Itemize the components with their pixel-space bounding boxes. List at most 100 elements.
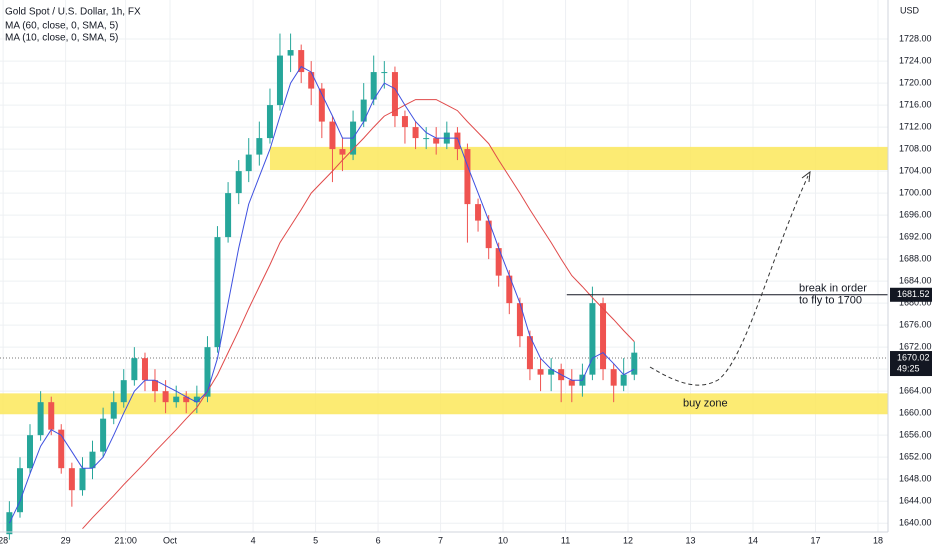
candle-body <box>256 138 263 155</box>
y-tick-label: 1640.00 <box>899 518 932 528</box>
y-tick-label: 1664.00 <box>899 386 932 396</box>
candle-body <box>464 149 471 205</box>
candle-body <box>548 369 555 375</box>
x-tick-label: 14 <box>748 535 758 545</box>
candle-body <box>151 380 158 392</box>
candle-body <box>287 50 294 56</box>
y-tick-label: 1728.00 <box>899 33 932 43</box>
y-tick-label: 1700.00 <box>899 187 932 197</box>
candle-body <box>214 237 221 348</box>
candle-body <box>173 396 180 403</box>
x-tick-label: 28 <box>0 535 8 545</box>
y-tick-label: 1704.00 <box>899 165 932 175</box>
indicator-label: MA (10, close, 0, SMA, 5) <box>5 33 118 44</box>
x-tick-label: 12 <box>623 535 633 545</box>
candle-body <box>620 374 627 386</box>
candle-body <box>401 116 408 128</box>
x-tick-label: 13 <box>686 535 696 545</box>
candle-body <box>516 303 523 337</box>
candle-body <box>610 369 617 386</box>
y-tick-label: 1684.00 <box>899 276 932 286</box>
x-tick-label: 6 <box>376 535 381 545</box>
candle-body <box>298 50 305 73</box>
candle-body <box>537 369 544 375</box>
x-tick-label: 5 <box>313 535 318 545</box>
candle-body <box>120 380 127 403</box>
candle-body <box>131 358 138 381</box>
x-tick-label: 21:00 <box>114 535 137 545</box>
x-tick-label: 10 <box>498 535 508 545</box>
candle-body <box>79 468 86 491</box>
x-tick-label: 7 <box>438 535 443 545</box>
candle-body <box>183 396 190 403</box>
candle-body <box>100 418 107 452</box>
zone <box>269 146 888 170</box>
y-tick-label: 1652.00 <box>899 452 932 462</box>
candle-body <box>339 149 346 155</box>
y-tick-label: 1676.00 <box>899 320 932 330</box>
candle-body <box>162 391 169 403</box>
y-tick-label: 1660.00 <box>899 408 932 418</box>
y-tick-label: 1672.00 <box>899 342 932 352</box>
candle-body <box>37 402 44 436</box>
zone <box>0 393 888 415</box>
x-tick-label: Oct <box>163 535 178 545</box>
candle-body <box>495 248 502 276</box>
y-tick-label: 1708.00 <box>899 143 932 153</box>
candle-body <box>68 468 75 491</box>
candle-body <box>110 402 117 419</box>
arrow-head <box>801 170 811 183</box>
candle-body <box>308 72 315 89</box>
y-tick-label: 1648.00 <box>899 474 932 484</box>
candle-body <box>433 138 440 144</box>
candle-body <box>360 99 367 122</box>
level-price-tag <box>890 287 932 302</box>
candle-body <box>6 512 13 535</box>
ma-line <box>8 65 635 524</box>
x-tick-label: 17 <box>811 535 821 545</box>
candle-body <box>225 193 232 238</box>
candle-body <box>235 171 242 194</box>
projection-arrow <box>649 175 809 386</box>
candle-body <box>370 72 377 100</box>
y-tick-label: 1716.00 <box>899 99 932 109</box>
candle-body <box>600 303 607 370</box>
candle-body <box>89 451 96 469</box>
y-tick-label: 1680.00 <box>899 298 932 308</box>
y-tick-label: 1724.00 <box>899 55 932 65</box>
last-price-label: 1670.02 <box>897 352 930 362</box>
y-tick-label: 1720.00 <box>899 77 932 87</box>
ma-line <box>82 99 635 530</box>
candle-body <box>631 352 638 375</box>
y-tick-label: 1696.00 <box>899 209 932 219</box>
x-tick-label: 4 <box>251 535 256 545</box>
candle-body <box>48 402 55 430</box>
x-tick-label: 18 <box>873 535 883 545</box>
y-tick-label: 1692.00 <box>899 231 932 241</box>
candle-body <box>526 336 533 370</box>
candle-body <box>454 132 461 150</box>
x-tick-label: 29 <box>61 535 71 545</box>
zone-label: buy zone <box>683 398 728 410</box>
x-tick-label: 11 <box>561 535 570 545</box>
candle-body <box>475 204 482 221</box>
candle-body <box>391 72 398 117</box>
candle-body <box>26 435 33 469</box>
y-tick-label: 1644.00 <box>899 496 932 506</box>
candle-body <box>276 55 283 106</box>
grid <box>0 0 888 532</box>
candle-body <box>423 138 430 140</box>
candle-body <box>506 275 513 304</box>
countdown-label: 49:25 <box>897 363 920 373</box>
candle-body <box>485 220 492 249</box>
candle-body <box>381 72 388 74</box>
candle-body <box>204 347 211 397</box>
candle-body <box>568 380 575 386</box>
candle-body <box>245 154 252 172</box>
last-price-tag <box>890 351 932 377</box>
y-tick-label: 1688.00 <box>899 253 932 263</box>
y-tick-label: 1656.00 <box>899 430 932 440</box>
